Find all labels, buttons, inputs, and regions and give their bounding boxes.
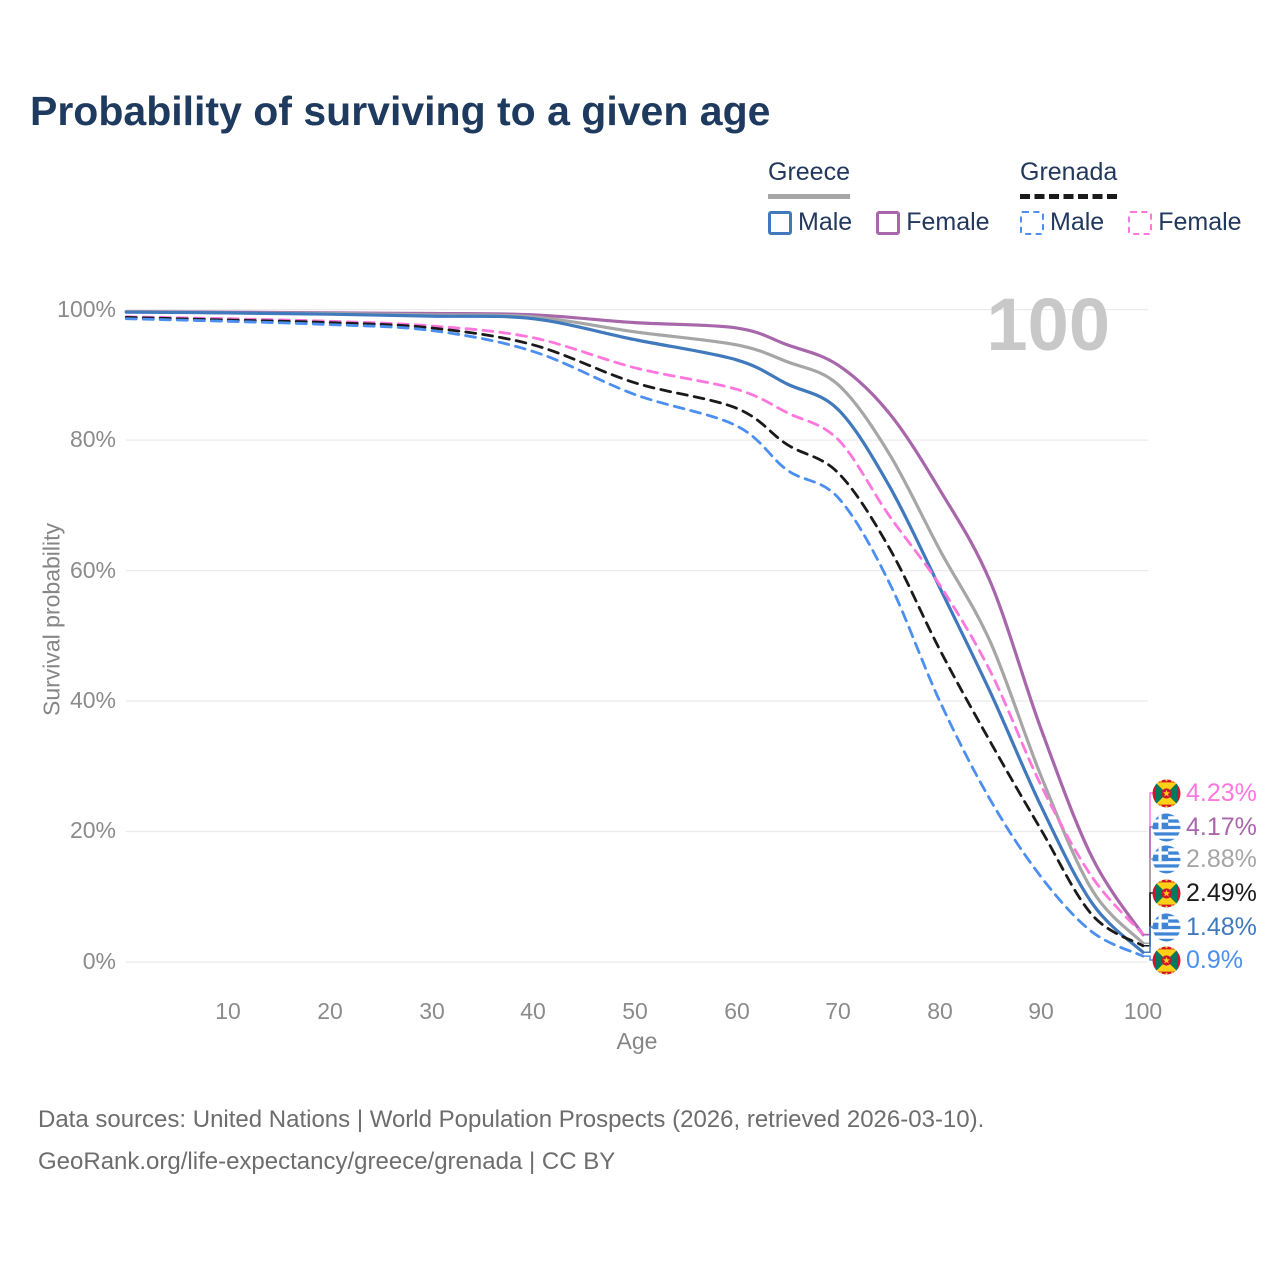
legend-item-greece-male[interactable]: Male xyxy=(768,208,852,237)
x-tick-label: 10 xyxy=(215,998,241,1024)
y-tick-label: 80% xyxy=(69,426,116,452)
end-label-row: 4.23% xyxy=(1152,776,1257,810)
greece-flag-icon xyxy=(1152,845,1181,874)
end-label-row: 2.88% xyxy=(1152,842,1257,876)
greece-flag-icon xyxy=(1152,813,1181,842)
end-label-row: 4.17% xyxy=(1152,810,1257,844)
legend-item-label: Female xyxy=(1158,208,1242,236)
data-sources-note: Data sources: United Nations | World Pop… xyxy=(38,1106,985,1133)
legend-grenada-label[interactable]: Grenada xyxy=(1020,158,1118,199)
end-value-label: 2.49% xyxy=(1186,878,1257,907)
greece-female-swatch xyxy=(876,210,901,235)
attribution-link[interactable]: GeoRank.org/life-expectancy/greece/grena… xyxy=(38,1148,616,1175)
end-value-label: 4.17% xyxy=(1186,812,1257,841)
grenada-flag-icon xyxy=(1152,779,1181,808)
x-tick-label: 40 xyxy=(520,998,546,1024)
greece-male-swatch xyxy=(768,210,792,235)
legend-group-greece: Greece Male Female xyxy=(768,158,1006,237)
legend-item-grenada-female[interactable]: Female xyxy=(1128,208,1242,237)
x-tick-label: 70 xyxy=(825,998,851,1024)
x-axis-title: Age xyxy=(616,1028,658,1054)
grenada-flag-icon xyxy=(1152,879,1181,908)
end-value-label: 0.9% xyxy=(1186,945,1243,974)
greece-flag-icon xyxy=(1152,913,1181,942)
x-tick-label: 30 xyxy=(419,998,445,1024)
y-tick-label: 60% xyxy=(69,557,116,583)
x-tick-label: 20 xyxy=(317,998,343,1024)
x-tick-label: 60 xyxy=(724,998,750,1024)
legend-item-grenada-male[interactable]: Male xyxy=(1020,208,1104,237)
legend-greece-label[interactable]: Greece xyxy=(768,158,850,199)
y-tick-label: 0% xyxy=(82,948,116,974)
age-watermark: 100 xyxy=(986,283,1110,366)
legend-group-grenada: Grenada Male Female xyxy=(1020,158,1258,237)
y-tick-label: 100% xyxy=(57,296,116,322)
end-value-label: 4.23% xyxy=(1186,778,1257,807)
end-label-row: 0.9% xyxy=(1152,943,1243,977)
y-tick-label: 40% xyxy=(69,687,116,713)
legend-item-label: Male xyxy=(1050,208,1105,236)
y-axis-title: Survival probability xyxy=(38,522,65,717)
end-value-label: 1.48% xyxy=(1186,912,1257,941)
legend-item-label: Female xyxy=(906,208,990,236)
grenada-female-swatch xyxy=(1128,210,1153,235)
x-tick-label: 90 xyxy=(1028,998,1054,1024)
y-tick-label: 20% xyxy=(69,817,116,843)
grenada-flag-icon xyxy=(1152,946,1181,975)
legend-item-greece-female[interactable]: Female xyxy=(876,208,990,237)
x-tick-label: 50 xyxy=(622,998,648,1024)
end-value-label: 2.88% xyxy=(1186,844,1257,873)
page-title: Probability of surviving to a given age xyxy=(30,88,771,134)
legend-item-label: Male xyxy=(798,208,853,236)
grenada-male-swatch xyxy=(1020,210,1044,235)
x-tick-label: 80 xyxy=(927,998,953,1024)
x-tick-label: 100 xyxy=(1123,998,1163,1024)
end-label-row: 1.48% xyxy=(1152,910,1257,944)
end-label-row: 2.49% xyxy=(1152,876,1257,910)
